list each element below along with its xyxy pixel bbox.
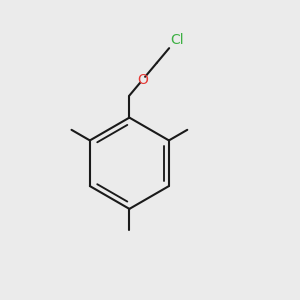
Text: O: O bbox=[137, 73, 148, 87]
Text: Cl: Cl bbox=[171, 33, 184, 47]
